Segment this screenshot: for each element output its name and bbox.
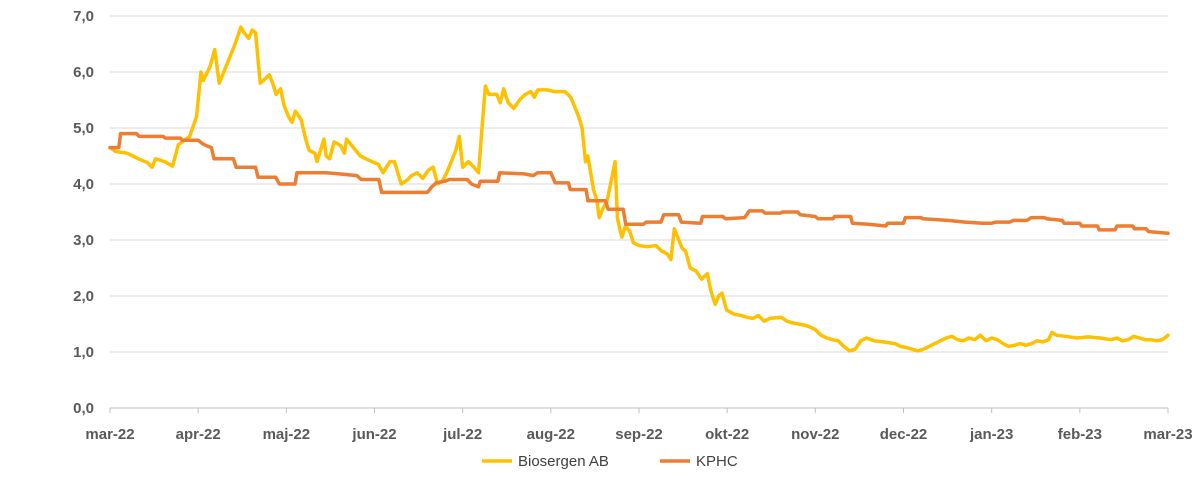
x-tick-label: jul-22	[442, 426, 482, 443]
x-tick-label: okt-22	[705, 426, 749, 443]
legend-label: KPHC	[696, 453, 738, 470]
x-tick-label: dec-22	[880, 426, 928, 443]
x-axis-ticks: mar-22 apr-22 maj-22 jun-22 jul-22 aug-22 sep-…	[85, 426, 1192, 443]
x-tick-label: apr-22	[176, 426, 221, 443]
legend: Biosergen AB KPHC	[482, 453, 738, 470]
y-tick-label: 3,0	[73, 232, 94, 249]
x-tick-label: mar-23	[1143, 426, 1192, 443]
x-tick-label: aug-22	[527, 426, 575, 443]
y-tick-label: 4,0	[73, 176, 94, 193]
y-tick-label: 0,0	[73, 400, 94, 417]
x-tick-label: jun-22	[351, 426, 396, 443]
gridlines	[110, 15, 1168, 353]
y-tick-label: 6,0	[73, 64, 94, 81]
y-tick-label: 5,0	[73, 120, 94, 137]
x-tick-label: feb-23	[1058, 426, 1102, 443]
series-line-kphc	[108, 131, 1170, 236]
x-axis	[109, 407, 1169, 413]
y-axis-ticks: 0,0 1,0 2,0 3,0 4,0 5,0 6,0 7,0	[73, 8, 94, 417]
x-tick-label: sep-22	[615, 426, 663, 443]
series-lines	[108, 25, 1170, 353]
x-tick-label: nov-22	[791, 426, 839, 443]
x-tick-label: jan-23	[969, 426, 1013, 443]
x-tick-label: mar-22	[85, 426, 134, 443]
y-tick-label: 7,0	[73, 8, 94, 25]
series-line-biosergen-ab	[108, 25, 1170, 353]
y-tick-label: 1,0	[73, 344, 94, 361]
y-tick-label: 2,0	[73, 288, 94, 305]
legend-label: Biosergen AB	[518, 453, 609, 470]
x-tick-label: maj-22	[263, 426, 311, 443]
